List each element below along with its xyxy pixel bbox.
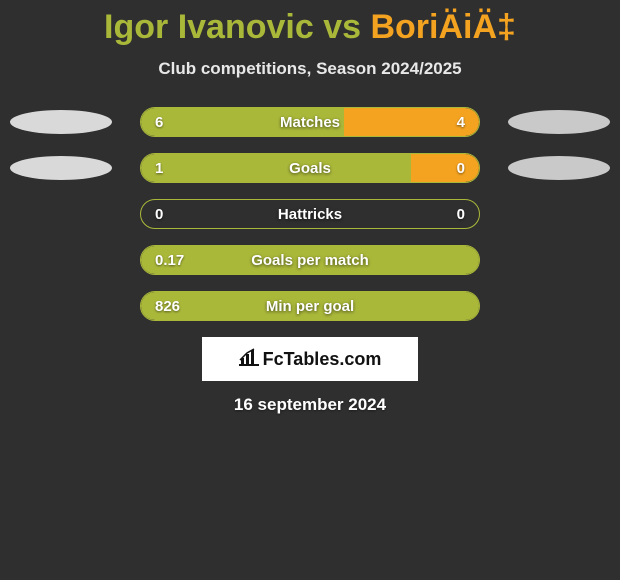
player-1-ellipse (10, 110, 112, 134)
bar-labels: 0 Hattricks 0 (141, 200, 479, 228)
player-1-name: Igor Ivanovic vs (104, 8, 370, 46)
player-2-name: BoriÄiÄ‡ (370, 8, 515, 46)
bar-segment-left (141, 108, 344, 136)
player-2-ellipse (508, 156, 610, 180)
metric-label: Hattricks (278, 206, 342, 223)
player-1-ellipse (10, 156, 112, 180)
logo-text: FcTables.com (263, 349, 382, 370)
stat-bar: 1Goals0 (140, 153, 480, 183)
bar-segment-left (141, 246, 479, 274)
stat-bar: 6Matches4 (140, 107, 480, 137)
bar-segment-left (141, 292, 479, 320)
stat-row: 6Matches4 (10, 107, 610, 137)
stats-panel: 6Matches4 1Goals0 0 Hattricks 0 0.17Goals per… (0, 107, 620, 321)
stat-row: 1Goals0 (10, 153, 610, 183)
bar-segment-left (141, 154, 411, 182)
stat-row: 0.17Goals per match (10, 245, 610, 275)
comparison-infographic: Igor Ivanovic vs BoriÄiÄ‡ Club competiti… (0, 0, 620, 580)
chart-icon (239, 348, 259, 371)
source-logo: FcTables.com (202, 337, 418, 381)
bar-segment-right (411, 154, 479, 182)
stat-bar: 0.17Goals per match (140, 245, 480, 275)
date-label: 16 september 2024 (0, 395, 620, 415)
stat-row: 826Min per goal (10, 291, 610, 321)
stat-bar: 0 Hattricks 0 (140, 199, 480, 229)
subtitle: Club competitions, Season 2024/2025 (0, 59, 620, 79)
value-right: 0 (457, 206, 465, 223)
value-left: 0 (155, 206, 163, 223)
stat-row: 0 Hattricks 0 (10, 199, 610, 229)
stat-bar: 826Min per goal (140, 291, 480, 321)
page-title: Igor Ivanovic vs BoriÄiÄ‡ (0, 8, 620, 47)
player-2-ellipse (508, 110, 610, 134)
bar-segment-right (344, 108, 479, 136)
